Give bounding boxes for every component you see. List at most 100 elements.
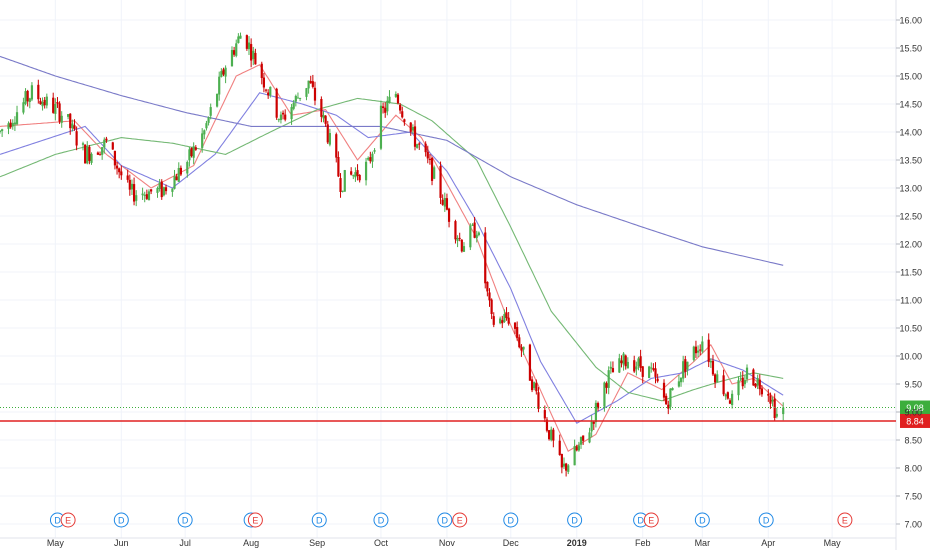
earnings-marker[interactable]: E — [837, 512, 853, 528]
dividend-marker-circle — [758, 512, 774, 528]
earnings-marker[interactable]: E — [643, 512, 659, 528]
candle-up — [294, 94, 297, 107]
candle-up — [45, 93, 48, 109]
candle-body — [188, 149, 191, 161]
dividend-marker[interactable]: D — [694, 512, 710, 528]
candle-body — [222, 69, 225, 75]
candle-body — [269, 86, 272, 96]
candle-body — [13, 122, 16, 125]
candle-body — [279, 114, 283, 120]
candle-up — [373, 148, 376, 154]
candle-up — [618, 353, 621, 374]
candle-body — [88, 146, 91, 161]
candle-body — [320, 98, 323, 117]
candle-body — [507, 317, 510, 324]
candle-down — [339, 173, 342, 198]
candle-body — [477, 232, 480, 236]
candle-body — [439, 166, 442, 198]
candle-body — [43, 99, 46, 106]
price-axis-labels: 16.00 15.50 15.00 14.50 14.00 13.50 13.00 12.50… — [896, 16, 922, 530]
candle-body — [426, 151, 429, 159]
candle-body — [341, 190, 344, 192]
candle-body — [218, 76, 221, 95]
dividend-marker[interactable]: D — [49, 512, 65, 528]
candle-down — [381, 102, 385, 114]
price-tick-label: 15.00 — [899, 72, 922, 82]
candle-body — [430, 157, 434, 181]
candle-down — [535, 379, 538, 395]
dividend-marker[interactable]: D — [373, 512, 389, 528]
dividend-marker[interactable]: D — [437, 512, 453, 528]
candle-up — [635, 361, 638, 376]
candle-up — [90, 152, 93, 165]
candle-down — [516, 321, 519, 341]
dividend-marker[interactable]: D — [177, 512, 193, 528]
candle-body — [454, 221, 457, 240]
candle-body — [313, 87, 317, 101]
price-tick-label: 16.00 — [899, 16, 922, 26]
moving-average-ma-slow — [0, 97, 784, 402]
candle-down — [150, 189, 153, 195]
candle-up — [86, 141, 89, 165]
dividend-marker[interactable]: D — [758, 512, 774, 528]
candle-up — [503, 309, 506, 323]
candle-up — [782, 402, 785, 421]
candle-body — [373, 150, 376, 152]
candle-down — [707, 333, 710, 368]
candle-body — [103, 139, 106, 148]
candle-down — [424, 141, 427, 157]
candle-body — [611, 368, 615, 373]
dividend-marker[interactable]: D — [311, 512, 327, 528]
candle-up — [411, 124, 414, 134]
candle-body — [469, 225, 472, 248]
candle-body — [669, 388, 672, 407]
candle-body — [513, 322, 517, 329]
candle-down — [250, 38, 253, 68]
candle-body — [648, 366, 651, 379]
candle-up — [594, 400, 598, 428]
dividend-marker[interactable]: D — [113, 512, 129, 528]
earnings-marker[interactable]: E — [452, 512, 468, 528]
price-levels: 9.08 8.84 — [0, 400, 930, 428]
candle-body — [441, 199, 444, 205]
candle-body — [277, 119, 280, 121]
candle-body — [652, 368, 655, 370]
candle-body — [456, 238, 459, 242]
candle-up — [550, 426, 553, 442]
earnings-marker[interactable]: E — [247, 512, 263, 528]
candle-body — [67, 114, 70, 117]
candle-up — [379, 100, 383, 151]
candle-up — [471, 223, 474, 226]
candle-up — [203, 129, 206, 140]
candle-body — [424, 143, 427, 153]
candle-body — [175, 176, 178, 181]
dividend-marker[interactable]: D — [567, 512, 583, 528]
candle-body — [409, 122, 412, 132]
price-tick-label: 8.00 — [904, 464, 922, 474]
candle-body — [205, 123, 208, 129]
candle-body — [290, 107, 293, 120]
candle-up — [477, 231, 480, 237]
candle-body — [371, 153, 374, 162]
earnings-marker[interactable]: E — [60, 512, 76, 528]
candle-body — [516, 326, 519, 338]
candle-down — [111, 141, 114, 150]
level-badge — [900, 413, 930, 428]
candle-up — [220, 68, 223, 78]
candle-body — [709, 360, 712, 363]
dividend-marker[interactable]: D — [503, 512, 519, 528]
candle-down — [384, 102, 387, 118]
candle-down — [260, 61, 263, 85]
candle-body — [309, 80, 312, 84]
candle-body — [501, 320, 504, 324]
candle-body — [752, 369, 755, 386]
candle-body — [728, 400, 732, 404]
candle-up — [292, 99, 295, 111]
candle-down — [445, 193, 449, 211]
dividend-marker-circle — [373, 512, 389, 528]
candle-body — [284, 114, 287, 120]
candle-down — [275, 87, 278, 120]
candle-body — [773, 398, 776, 418]
